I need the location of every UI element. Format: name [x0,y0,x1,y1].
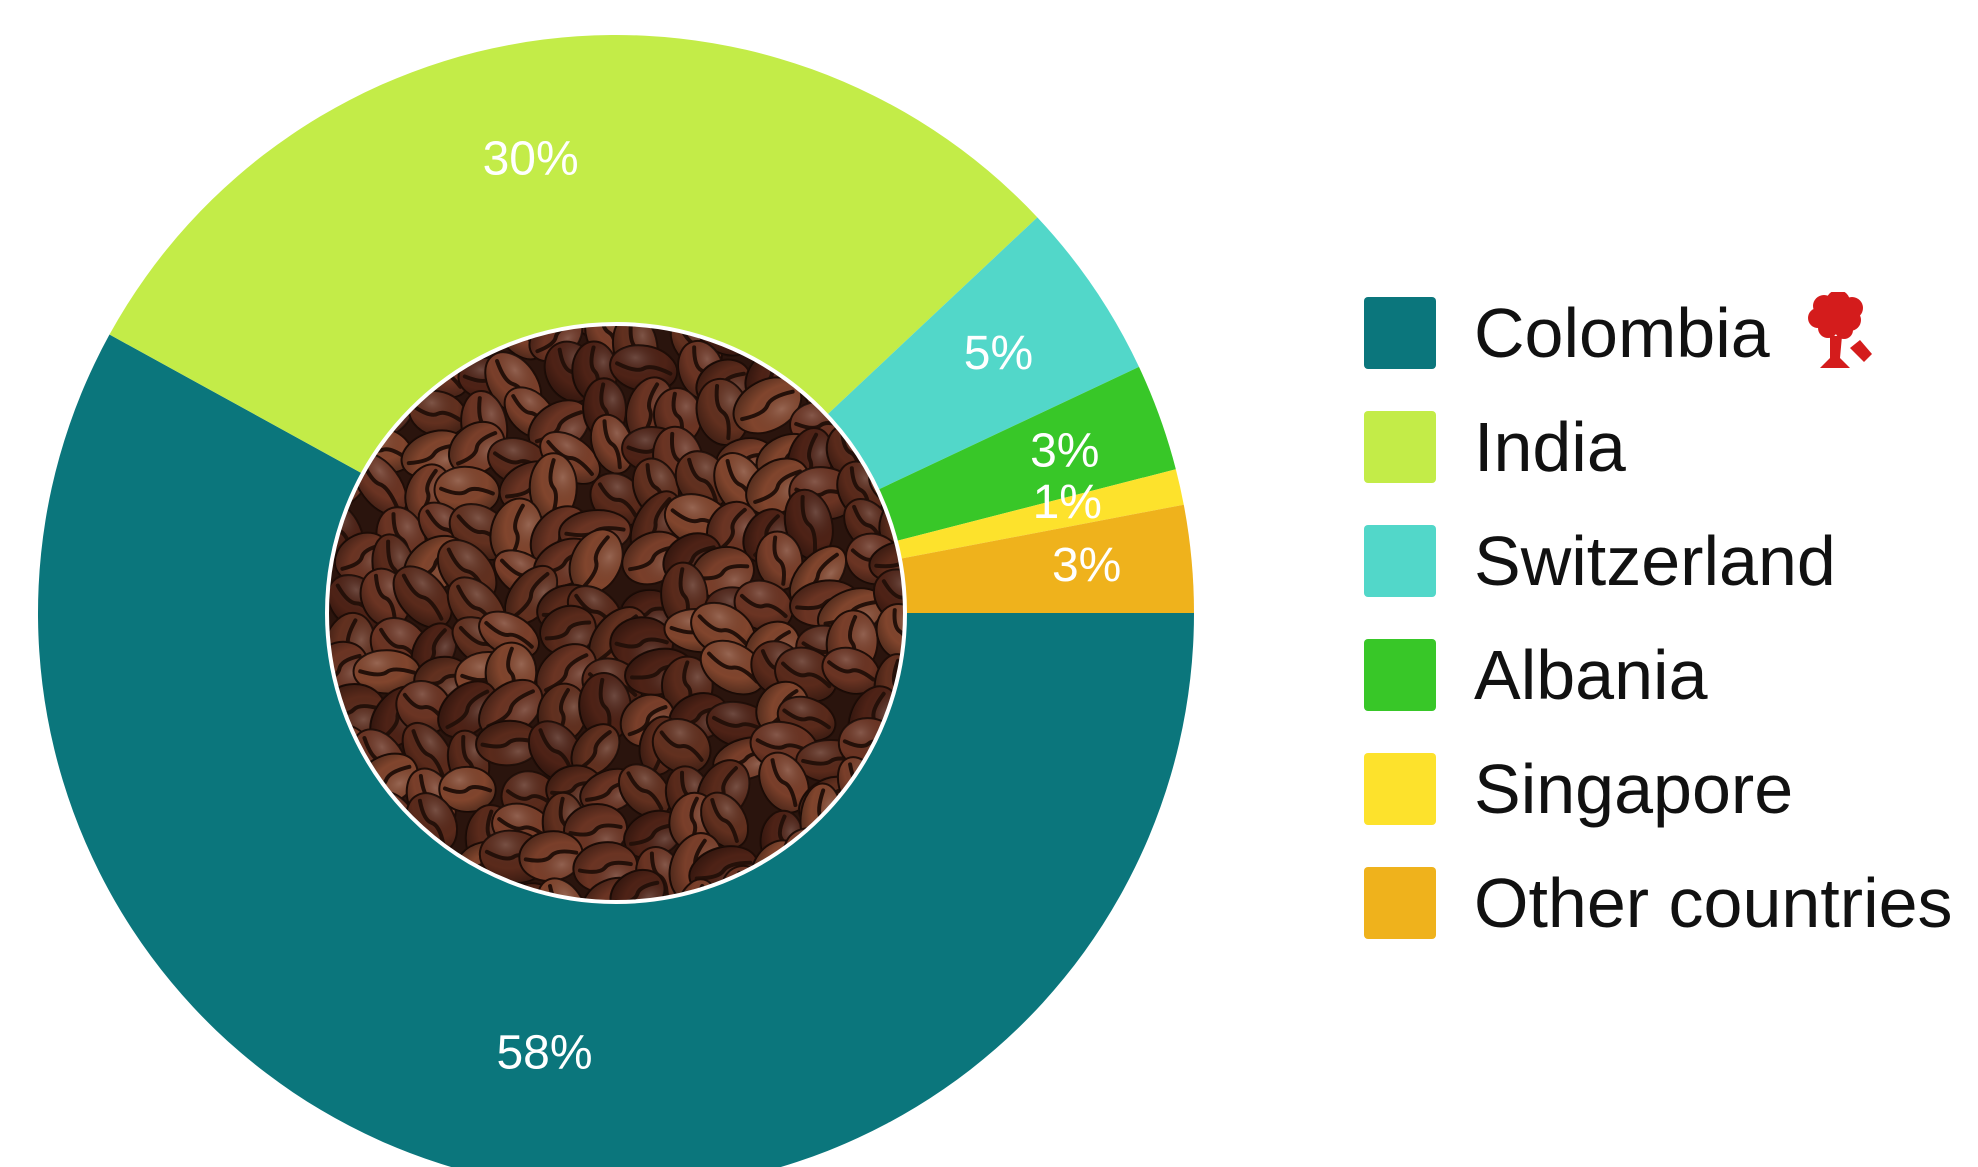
coffee-bean [433,465,501,517]
coffee-bean [568,528,624,595]
coffee-bean [352,649,422,695]
coffee-bean [438,765,497,814]
coffee-bean [732,376,803,435]
legend-swatch-switzerland [1364,525,1436,597]
coffee-bean [695,377,750,447]
legend-item-other-countries: Other countries [1364,846,1964,960]
slice-label-colombia: 58% [496,1026,592,1079]
coffee-bean [475,719,542,767]
pie-slice-india [109,34,1038,614]
legend-item-india: India [1364,390,1964,504]
slice-label-albania: 3% [1030,425,1099,478]
legend-swatch-colombia [1364,297,1436,369]
slice-label-india: 30% [483,133,579,186]
coffee-bean [392,565,453,629]
legend-item-singapore: Singapore [1364,732,1964,846]
coffee-bean [758,751,810,814]
legend-label-india: India [1474,408,1626,486]
legend-swatch-singapore [1364,753,1436,825]
coffee-bean [489,497,544,567]
coffee-bean [821,646,881,695]
coffee-bean [408,389,468,438]
legend-label-colombia: Colombia [1474,294,1770,372]
legend-label-switzerland: Switzerland [1474,522,1836,600]
legend-item-switzerland: Switzerland [1364,504,1964,618]
legend-item-colombia: Colombia [1364,276,1964,390]
slice-labels: 58%30%5%3%1%3% [483,133,1122,1080]
legend-label-singapore: Singapore [1474,750,1794,828]
coffee-bean [589,413,635,475]
legend-label-other-countries: Other countries [1474,864,1953,942]
coffee-bean [691,545,755,599]
coffee-bean [651,718,712,775]
coffee-bean [755,530,804,591]
coffee-bean [700,791,750,850]
coffee-bean [518,830,584,882]
coffee-bean [617,763,672,819]
legend: Colombia India Switzerland Albania Singa… [1364,276,1964,960]
coffee-bean [875,602,905,661]
slice-label-other-countries: 3% [1052,539,1121,592]
legend-label-albania: Albania [1474,636,1708,714]
mushroom-cloud-logo-icon [1807,292,1872,368]
coffee-bean [699,639,767,696]
slice-label-switzerland: 5% [964,327,1033,380]
slice-label-singapore: 1% [1033,476,1102,529]
legend-swatch-albania [1364,639,1436,711]
legend-swatch-india [1364,411,1436,483]
coffee-bean [609,868,666,902]
coffee-bean [733,579,794,633]
legend-swatch-other-countries [1364,867,1436,939]
legend-item-albania: Albania [1364,618,1964,732]
